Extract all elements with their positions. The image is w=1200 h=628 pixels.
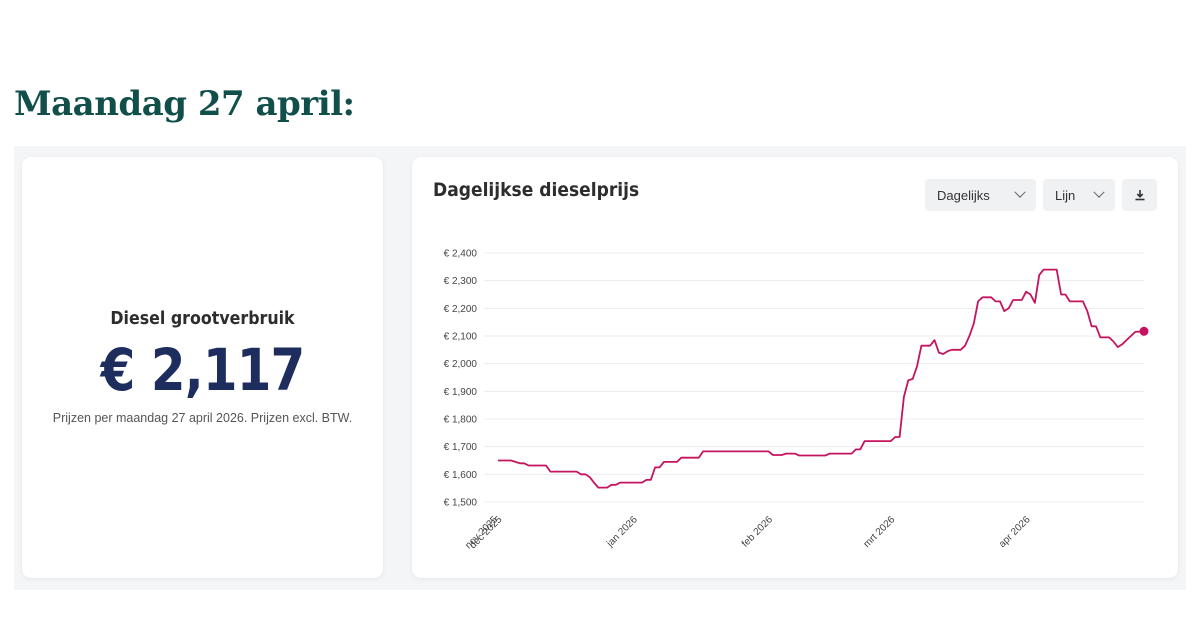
download-icon [1135,190,1144,201]
y-tick-label: € 2,400 [444,249,478,260]
y-tick-label: € 2,100 [444,332,478,343]
y-tick-label: € 2,200 [444,304,478,315]
y-tick-label: € 1,900 [444,387,478,398]
download-button[interactable] [1122,179,1157,211]
x-tick-label: jan 2026 [604,514,640,550]
period-select[interactable]: Dagelijks [925,179,1036,211]
kpi-card [22,157,383,578]
kpi-value: € 2,117 [100,336,306,404]
kpi-note: Prijzen per maandag 27 april 2026. Prijz… [52,411,353,425]
chart-type-select[interactable]: Lijn [1043,179,1115,211]
y-tick-label: € 2,000 [444,359,478,370]
period-select-value: Dagelijks [937,187,990,203]
x-tick-label: mrt 2026 [862,514,898,550]
y-tick-label: € 1,700 [444,442,478,453]
chart-type-select-value: Lijn [1055,187,1076,203]
y-tick-label: € 1,500 [444,498,478,509]
last-data-point[interactable] [1139,326,1149,336]
chart-card [412,157,1178,578]
series-line [498,268,1145,489]
kpi-label: Diesel grootverbruik [110,308,295,329]
x-tick-label: feb 2026 [740,514,776,550]
y-tick-label: € 1,800 [444,415,478,426]
page-title: Maandag 27 april: [14,84,355,124]
y-tick-label: € 1,600 [444,470,478,481]
y-tick-label: € 2,300 [444,276,478,287]
x-tick-label: apr 2026 [997,514,1033,550]
chart-title: Dagelijkse dieselprijs [433,179,640,201]
